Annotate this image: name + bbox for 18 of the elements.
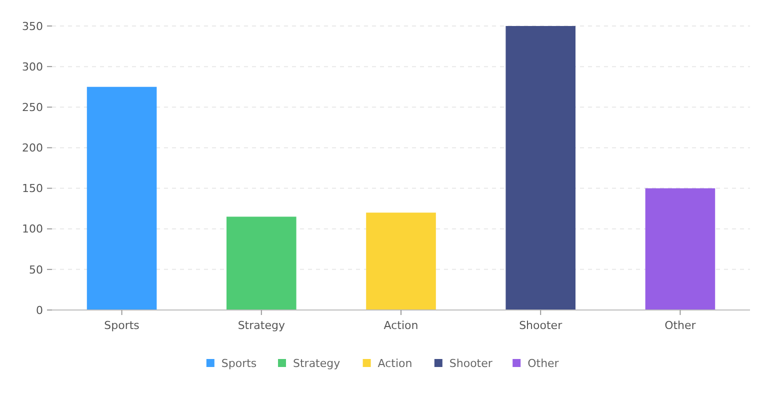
x-tick-label: Shooter <box>519 319 563 332</box>
y-tick-label: 300 <box>22 60 43 74</box>
legend-label: Other <box>528 356 560 370</box>
legend-label: Sports <box>221 356 257 370</box>
x-tick-label: Other <box>664 319 696 332</box>
legend-label: Shooter <box>449 356 493 370</box>
y-tick-label: 50 <box>29 263 43 276</box>
y-tick-label: 250 <box>22 100 43 114</box>
y-tick-label: 350 <box>22 20 43 33</box>
legend-label: Strategy <box>293 356 341 370</box>
x-tick-label: Sports <box>104 319 140 332</box>
legend-label: Action <box>378 356 412 370</box>
x-tick-label: Action <box>384 319 418 332</box>
y-tick-label: 150 <box>22 182 43 196</box>
y-tick-label: 0 <box>36 304 43 317</box>
x-tick-label: Strategy <box>238 319 286 332</box>
y-tick-label: 200 <box>22 142 43 155</box>
y-tick-label: 100 <box>22 222 43 236</box>
